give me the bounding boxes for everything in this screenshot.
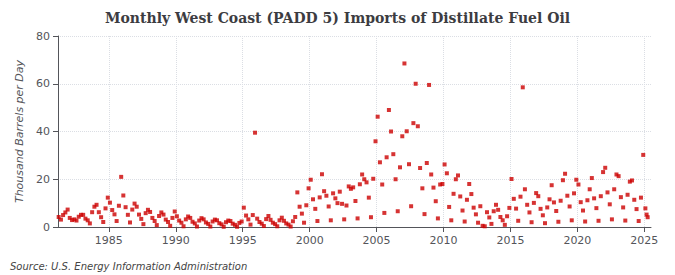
svg-text:60: 60 [36, 77, 50, 90]
svg-text:2010: 2010 [430, 234, 458, 247]
svg-text:Monthly West Coast (PADD 5) Im: Monthly West Coast (PADD 5) Imports of D… [105, 10, 570, 26]
svg-text:20: 20 [36, 173, 50, 186]
svg-text:80: 80 [36, 30, 50, 43]
svg-text:2015: 2015 [496, 234, 524, 247]
svg-text:2005: 2005 [363, 234, 391, 247]
svg-text:2020: 2020 [563, 234, 591, 247]
svg-text:2000: 2000 [296, 234, 324, 247]
svg-text:1990: 1990 [162, 234, 190, 247]
svg-text:Source: U.S. Energy Informatio: Source: U.S. Energy Information Administ… [10, 261, 247, 272]
svg-text:40: 40 [36, 125, 50, 138]
svg-text:1995: 1995 [229, 234, 257, 247]
svg-text:Thousand Barrels per Day: Thousand Barrels per Day [13, 59, 26, 203]
svg-text:2025: 2025 [630, 234, 658, 247]
svg-text:1985: 1985 [95, 234, 123, 247]
svg-text:0: 0 [43, 221, 50, 234]
